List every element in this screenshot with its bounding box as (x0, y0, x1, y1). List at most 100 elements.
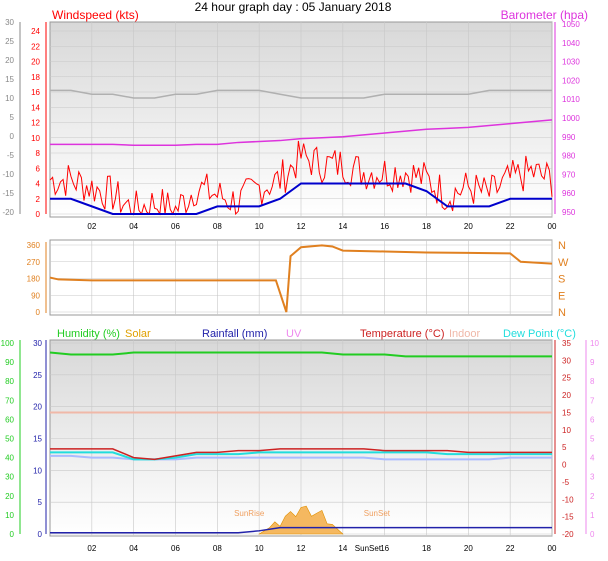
humidity-tick-label: 30 (5, 473, 14, 482)
wind-tick-label: 14 (31, 103, 40, 112)
humidity-tick-label: 80 (5, 377, 14, 386)
wind-tick-label: 22 (31, 42, 40, 51)
temperature-tick-label: 20 (562, 391, 571, 400)
temperature-tick-label: 25 (562, 374, 571, 383)
compass-label: W (558, 257, 569, 269)
chart-title: 24 hour graph day : 05 January 2018 (195, 0, 392, 14)
panel1-grid (50, 22, 553, 217)
rain-tick-label: 25 (33, 371, 42, 380)
x-tick-label: 10 (255, 544, 264, 553)
x-tick-label: 02 (87, 544, 96, 553)
panel1-series (49, 89, 553, 216)
humidity-tick-label: 40 (5, 454, 14, 463)
humidity-tick-label: 0 (10, 530, 15, 539)
x-tick-label: 14 (338, 222, 347, 231)
x-tick-label: 12 (297, 222, 306, 231)
rain-tick-label: 15 (33, 435, 42, 444)
x-tick-label: 06 (171, 222, 180, 231)
rain-tick-label: 30 (33, 339, 42, 348)
wind-tick-label: 12 (31, 119, 40, 128)
wind-tick-label: 4 (36, 180, 41, 189)
left-tick-label: 25 (5, 37, 14, 46)
uv-tick-label: 3 (590, 473, 595, 482)
left-tick-label: 10 (5, 94, 14, 103)
baro-tick-label: 1010 (562, 95, 580, 104)
humidity-line (49, 351, 552, 358)
temperature-tick-label: -15 (562, 513, 574, 522)
baro-tick-label: 950 (562, 208, 576, 217)
left-tick-label: 0 (10, 132, 15, 141)
left-tick-label: -5 (7, 151, 15, 160)
x-tick-label: 22 (506, 222, 515, 231)
barometer-label: Barometer (hpa) (501, 8, 588, 22)
barometer-line (50, 119, 553, 147)
x-tick-label: 00 (548, 222, 557, 231)
temperature-tick-label: 15 (562, 408, 571, 417)
grey-series-line (50, 89, 552, 99)
sunrise-label: SunRise (234, 509, 265, 518)
temperature-line (50, 448, 552, 461)
compass-label: N (558, 307, 566, 319)
baro-tick-label: 1050 (562, 20, 580, 29)
baro-tick-label: 1020 (562, 76, 580, 85)
temperature-tick-label: -20 (562, 530, 574, 539)
humidity-tick-label: 100 (1, 339, 15, 348)
wind-tick-label: 16 (31, 88, 40, 97)
left-tick-label: -10 (2, 170, 14, 179)
temperature-tick-label: 10 (562, 426, 571, 435)
temperature-tick-label: 35 (562, 339, 571, 348)
wind-tick-label: 0 (36, 210, 41, 219)
x-tick-label: 18 (422, 222, 431, 231)
panel1-baro-ticks: 1050 1040 1030 1020 1010 1000 990 980 970 960 950 (554, 20, 580, 217)
sunset-axis-label: SunSet (355, 544, 382, 553)
x-tick-label: 06 (171, 544, 180, 553)
x-tick-label: 14 (338, 544, 347, 553)
uv-tick-label: 0 (590, 530, 595, 539)
panel3-legend: Humidity (%) Solar Rainfall (mm) UV Temperat… (57, 328, 576, 340)
x-tick-label: 16 (380, 544, 389, 553)
x-tick-label: 10 (255, 222, 264, 231)
rainfall-line (50, 526, 552, 534)
uv-tick-label: 4 (590, 454, 595, 463)
humidity-tick-label: 50 (5, 435, 14, 444)
uv-tick-label: 5 (590, 435, 595, 444)
humidity-tick-label: 60 (5, 415, 14, 424)
uv-tick-label: 2 (590, 492, 595, 501)
left-tick-label: 5 (10, 113, 15, 122)
humidity-tick-label: 20 (5, 492, 14, 501)
direction-tick-label: 0 (36, 308, 41, 317)
x-tick-label: 18 (422, 544, 431, 553)
temperature-tick-label: 5 (562, 443, 567, 452)
direction-tick-label: 270 (27, 258, 41, 267)
baro-tick-label: 960 (562, 189, 576, 198)
panel1-left-ticks: 30 25 20 15 10 5 0 -5 -10 -15 -20 (2, 18, 21, 217)
legend-uv: UV (286, 328, 302, 340)
temperature-tick-label: 0 (562, 461, 567, 470)
wind-tick-label: 2 (36, 195, 41, 204)
baro-tick-label: 980 (562, 152, 576, 161)
left-tick-label: 20 (5, 56, 14, 65)
uv-tick-label: 1 (590, 511, 595, 520)
x-tick-label: 02 (87, 222, 96, 231)
x-tick-label: 20 (464, 544, 473, 553)
baro-tick-label: 990 (562, 133, 576, 142)
legend-temperature: Temperature (°C) (360, 328, 444, 340)
compass-label: S (558, 274, 565, 286)
wind-tick-label: 20 (31, 58, 40, 67)
temperature-tick-label: 30 (562, 356, 571, 365)
average-wind-line (50, 182, 552, 215)
x-tick-label: 22 (506, 544, 515, 553)
uv-tick-label: 10 (590, 339, 599, 348)
panel3-series: SunRise SunSet (49, 351, 552, 535)
rain-tick-label: 20 (33, 403, 42, 412)
legend-indoor: Indoor (449, 328, 481, 340)
left-tick-label: 15 (5, 75, 14, 84)
left-tick-label: -20 (2, 208, 14, 217)
x-tick-label: 12 (297, 544, 306, 553)
dew-point-line (50, 451, 552, 461)
baro-tick-label: 1000 (562, 114, 580, 123)
humidity-tick-label: 70 (5, 396, 14, 405)
